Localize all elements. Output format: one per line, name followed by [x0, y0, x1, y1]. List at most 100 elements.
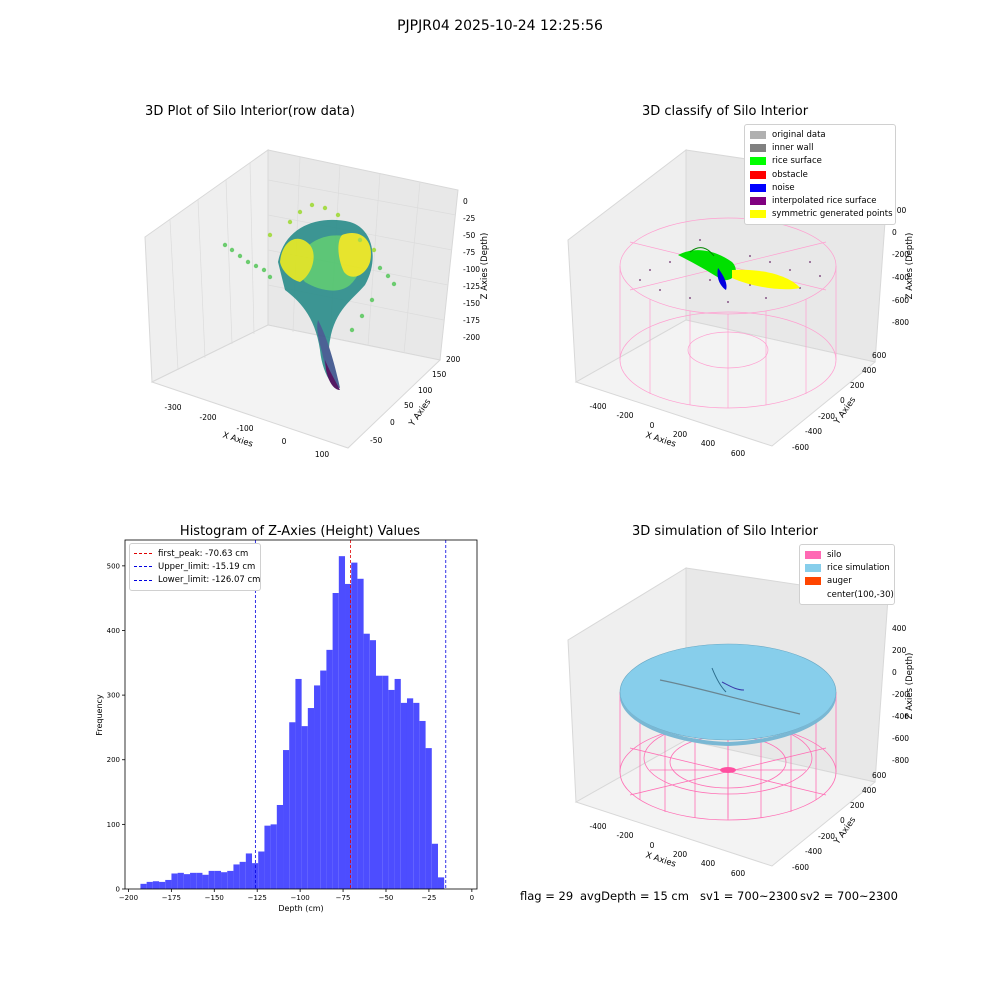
histogram-bar [233, 864, 240, 889]
legend-swatch [805, 577, 821, 586]
histogram-bar [394, 678, 401, 889]
classify-ytick: 400 [862, 366, 877, 375]
classify-ytick: 600 [872, 351, 887, 360]
histogram-x-tick-label: −75 [336, 894, 351, 902]
legend-swatch [750, 197, 766, 206]
histogram-bar [400, 702, 407, 889]
histogram-y-tick-label: 500 [107, 562, 120, 570]
figure-suptitle: PJPJR04 2025-10-24 12:25:56 [397, 18, 603, 34]
classify-ztick: -200 [892, 250, 909, 259]
raw-ztick: 0 [463, 197, 468, 206]
classify-ztick: 200 [892, 206, 907, 215]
simulation-center-mark [720, 767, 736, 773]
raw-ztick: -75 [463, 248, 475, 257]
legend-label: rice surface [772, 156, 822, 167]
simulation-y-ticks: 600 400 200 0 -200 -400 -600 [792, 771, 887, 872]
raw-xtick: -300 [164, 403, 181, 412]
panel-classify-3d: 3D classify of Silo Interior [500, 0, 1000, 500]
histogram-bar [221, 872, 228, 889]
classify-x-ticks: -400 -200 0 200 400 600 [589, 402, 745, 458]
classify-ytick: -600 [792, 443, 809, 452]
histogram-x-tick-label: −175 [162, 894, 181, 902]
histogram-bar [289, 722, 296, 889]
histogram-bar [345, 583, 352, 889]
classify-xtick: 200 [673, 430, 688, 439]
panel-simulation-title: 3D simulation of Silo Interior [632, 524, 818, 539]
classify-y-ticks: 600 400 200 0 -200 -400 -600 [792, 351, 887, 452]
panel-classify-title: 3D classify of Silo Interior [641, 104, 809, 119]
raw-ytick: 150 [432, 370, 447, 379]
histogram-y-tick-label: 100 [107, 821, 120, 829]
classify-ztick: 0 [892, 228, 897, 237]
legend-label: noise [772, 182, 795, 193]
simulation-ytick: 600 [872, 771, 887, 780]
histogram-bar [245, 853, 253, 889]
classify-xtick: -400 [589, 402, 606, 411]
simulation-xtick: 600 [731, 869, 746, 878]
classify-z-ticks: 200 0 -200 -400 -600 -800 [892, 206, 909, 327]
simulation-ytick: -400 [805, 847, 822, 856]
raw-point-cloud [222, 202, 397, 390]
classify-xtick: 400 [701, 439, 716, 448]
classify-ytick: -400 [805, 427, 822, 436]
histogram-bar [338, 556, 346, 889]
legend-line [134, 553, 152, 555]
histogram-x-label: Depth (cm) [278, 904, 323, 913]
simulation-ytick: 400 [862, 786, 877, 795]
legend-entry-original-data: original data [750, 128, 890, 141]
simulation-ztick: -400 [892, 712, 909, 721]
histogram-bar [152, 881, 160, 889]
histogram-x-tick-label: −100 [291, 894, 310, 902]
classify-floor-pane [574, 319, 877, 447]
legend-swatch [805, 563, 821, 572]
simulation-z-label: Z Axies (Depth) [905, 653, 915, 720]
legend-entry-auger: auger [805, 575, 889, 588]
histogram-bar [369, 640, 376, 889]
raw-ztick: -150 [463, 299, 480, 308]
histogram-bar [406, 698, 414, 889]
classify-ztick: -400 [892, 273, 909, 282]
histogram-x-ticks: −200 −175 −150 −125 −100 −75 −50 −25 0 [119, 889, 474, 902]
histogram-bar [295, 678, 302, 889]
histogram-bars [140, 556, 445, 889]
histogram-bar [326, 649, 333, 889]
legend-label: first_peak: -70.63 cm [158, 548, 249, 559]
simulation-ztick: -200 [892, 690, 909, 699]
histogram-bar [431, 843, 438, 889]
raw-ztick: -100 [463, 265, 480, 274]
classify-ytick: 0 [840, 396, 845, 405]
classify-xtick: 0 [650, 421, 655, 430]
histogram-bar [214, 870, 222, 889]
legend-label: Lower_limit: -126.07 cm [158, 575, 261, 586]
histogram-y-tick-label: 0 [116, 886, 120, 894]
classify-z-label: Z Axies (Depth) [905, 233, 915, 300]
histogram-bar [140, 883, 147, 889]
legend-swatch [750, 143, 766, 152]
simulation-x-ticks: -400 -200 0 200 400 600 [589, 822, 745, 878]
raw-3d-canvas: -300 -200 -100 0 100 X Axies -50 0 50 10… [144, 149, 490, 459]
simulation-ztick: -800 [892, 756, 909, 765]
histogram-bar [276, 804, 284, 889]
histogram-bar [425, 748, 432, 889]
classify-legend: original data inner wall rice surface ob… [744, 124, 896, 226]
legend-swatch [750, 157, 766, 166]
simulation-xtick: 200 [673, 850, 688, 859]
histogram-y-ticks: 0 100 200 300 400 500 [107, 562, 125, 894]
simulation-y-label: Y Axies [832, 815, 859, 847]
simulation-ztick: 0 [892, 668, 897, 677]
histogram-y-label: Frequency [95, 694, 104, 736]
legend-entry-rice-surface: rice surface [750, 155, 890, 168]
legend-entry-noise: noise [750, 181, 890, 194]
panel-histogram: Histogram of Z-Axies (Height) Values −20… [0, 500, 500, 1000]
histogram-x-tick-label: −125 [248, 894, 267, 902]
legend-label: center(100,-30) [827, 589, 894, 600]
raw-ytick: 50 [404, 401, 414, 410]
histogram-bar [413, 702, 420, 889]
legend-label: original data [772, 129, 826, 140]
raw-xtick: 100 [315, 450, 330, 459]
raw-ytick: -50 [370, 436, 382, 445]
simulation-xtick: 400 [701, 859, 716, 868]
histogram-legend: first_peak: -70.63 cm Upper_limit: -15.1… [129, 543, 261, 591]
simulation-3d-canvas: -400 -200 0 200 400 600 X Axies 600 400 … [567, 567, 915, 878]
histogram-bar [177, 872, 184, 889]
